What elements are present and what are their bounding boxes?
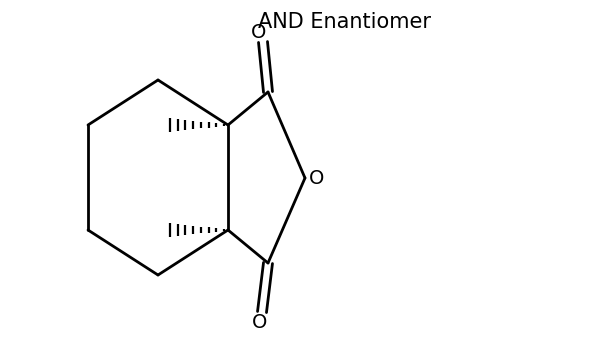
Text: O: O bbox=[252, 312, 267, 332]
Text: O: O bbox=[251, 23, 267, 41]
Text: O: O bbox=[310, 168, 325, 188]
Text: AND Enantiomer: AND Enantiomer bbox=[258, 12, 431, 32]
